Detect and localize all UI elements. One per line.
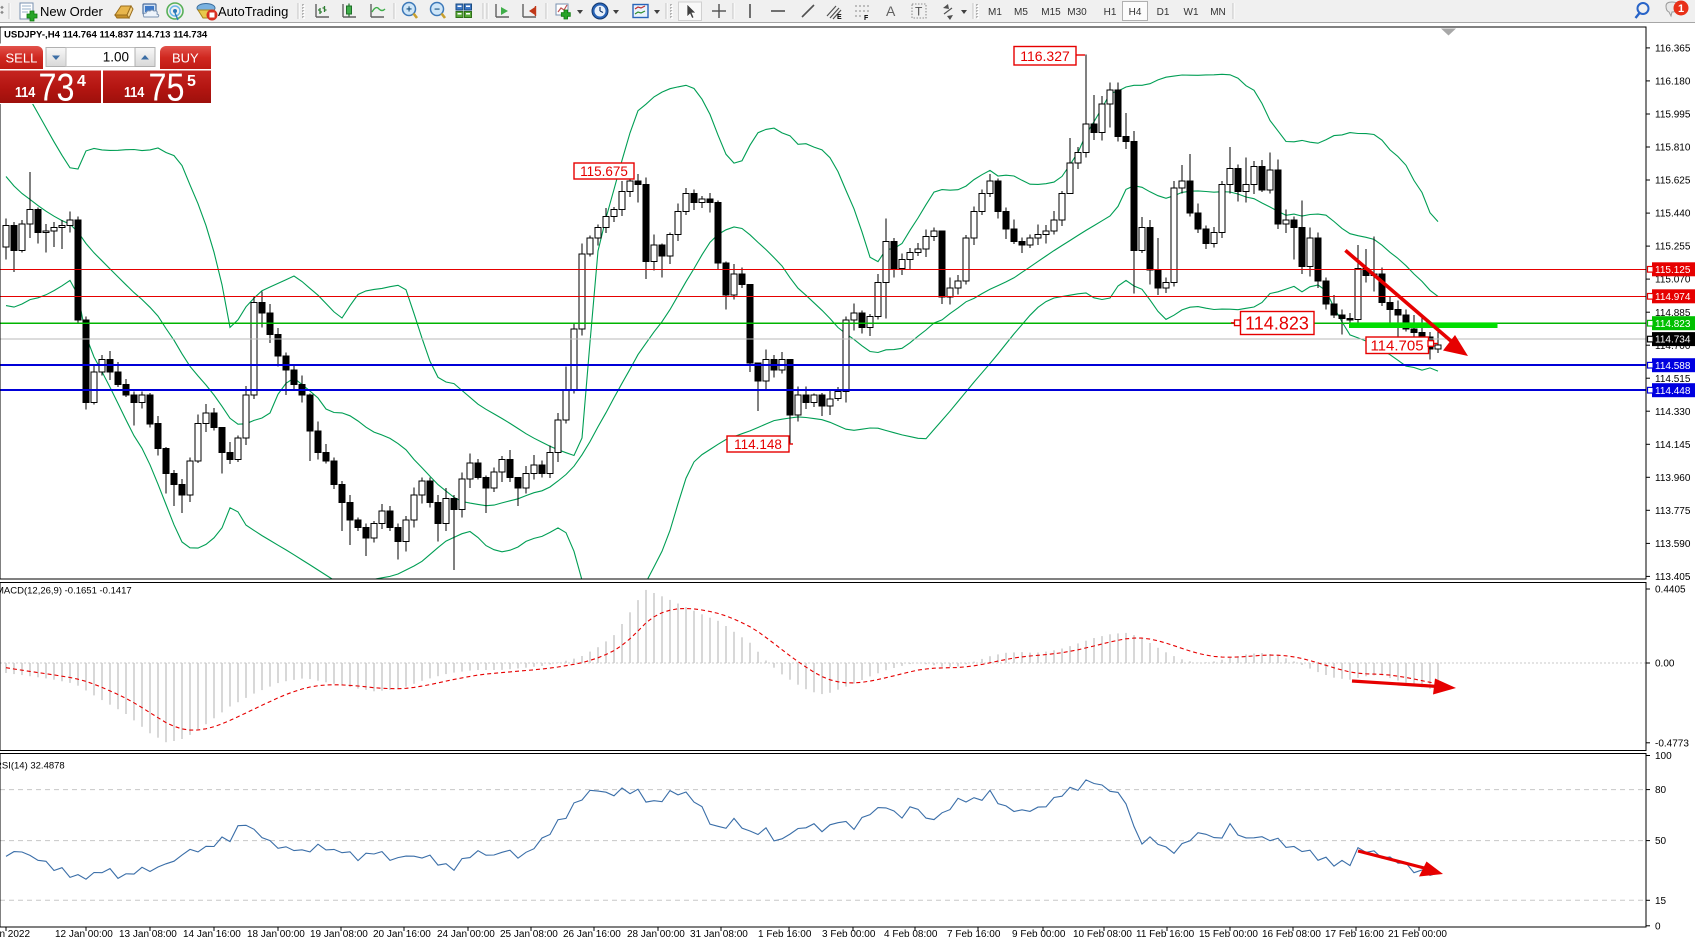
svg-text:114.823: 114.823 — [1245, 314, 1309, 334]
svg-text:-0.4773: -0.4773 — [1655, 738, 1689, 749]
svg-text:M15: M15 — [1041, 7, 1061, 18]
svg-text:+: + — [406, 5, 412, 16]
svg-text:A: A — [886, 3, 896, 19]
svg-text:116.180: 116.180 — [1655, 77, 1691, 88]
svg-text:114.588: 114.588 — [1655, 361, 1691, 372]
svg-text:15 Feb 00:00: 15 Feb 00:00 — [1199, 929, 1258, 940]
svg-text:28 Jan 00:00: 28 Jan 00:00 — [627, 929, 685, 940]
svg-text:M5: M5 — [1014, 7, 1028, 18]
svg-text:13 Jan 08:00: 13 Jan 08:00 — [119, 929, 177, 940]
svg-text:1 Feb 16:00: 1 Feb 16:00 — [758, 929, 812, 940]
svg-text:75: 75 — [149, 66, 185, 109]
svg-text:1: 1 — [1678, 3, 1684, 15]
svg-text:116.327: 116.327 — [1020, 48, 1070, 64]
svg-text:9 Feb 00:00: 9 Feb 00:00 — [1012, 929, 1066, 940]
svg-text:114.148: 114.148 — [734, 437, 782, 452]
svg-text:115.625: 115.625 — [1655, 176, 1691, 187]
svg-text:115.255: 115.255 — [1655, 242, 1691, 253]
svg-text:10 Feb 08:00: 10 Feb 08:00 — [1073, 929, 1132, 940]
svg-text:5: 5 — [187, 73, 196, 90]
svg-text:USDJPY-,H4 114.764 114.837 11: USDJPY-,H4 114.764 114.837 114.713 114.7… — [4, 29, 208, 40]
svg-text:New Order: New Order — [40, 4, 104, 19]
svg-text:14 Jan 16:00: 14 Jan 16:00 — [183, 929, 241, 940]
svg-text:7 Feb 16:00: 7 Feb 16:00 — [947, 929, 1001, 940]
svg-text:80: 80 — [1655, 785, 1667, 796]
svg-text:113.775: 113.775 — [1655, 506, 1691, 517]
svg-text:12 Jan 00:00: 12 Jan 00:00 — [55, 929, 113, 940]
svg-text:114.145: 114.145 — [1655, 440, 1691, 451]
svg-text:0.4405: 0.4405 — [1655, 585, 1686, 596]
svg-text:100: 100 — [1655, 751, 1672, 762]
svg-text:115.070: 115.070 — [1655, 275, 1691, 286]
svg-text:4: 4 — [77, 73, 86, 90]
svg-text:T: T — [915, 5, 923, 19]
svg-text:D1: D1 — [1157, 7, 1170, 18]
svg-text:SELL: SELL — [6, 51, 38, 66]
svg-text:116.365: 116.365 — [1655, 44, 1691, 55]
svg-text:−: − — [434, 5, 440, 16]
svg-text:73: 73 — [39, 66, 75, 109]
svg-text:24 Jan 00:00: 24 Jan 00:00 — [437, 929, 495, 940]
svg-text:BUY: BUY — [172, 51, 199, 66]
svg-text:114.734: 114.734 — [1655, 335, 1691, 346]
svg-text:4 Feb 08:00: 4 Feb 08:00 — [884, 929, 938, 940]
svg-text:AutoTrading: AutoTrading — [218, 4, 288, 19]
svg-text:20 Jan 16:00: 20 Jan 16:00 — [373, 929, 431, 940]
svg-text:15: 15 — [1655, 896, 1667, 907]
svg-text:H1: H1 — [1104, 7, 1117, 18]
svg-text:114.700: 114.700 — [1655, 341, 1691, 352]
svg-text:113.405: 113.405 — [1655, 572, 1691, 583]
svg-text:0.00: 0.00 — [1655, 659, 1675, 670]
svg-text:0: 0 — [1655, 921, 1661, 932]
svg-text:115.995: 115.995 — [1655, 110, 1691, 121]
svg-text:114.823: 114.823 — [1655, 319, 1691, 330]
svg-text:11 Feb 16:00: 11 Feb 16:00 — [1136, 929, 1195, 940]
svg-text:H4: H4 — [1129, 7, 1142, 18]
svg-text:26 Jan 16:00: 26 Jan 16:00 — [563, 929, 621, 940]
svg-text:M1: M1 — [988, 7, 1002, 18]
svg-text:114.515: 114.515 — [1655, 374, 1691, 385]
svg-text:115.675: 115.675 — [580, 164, 628, 179]
svg-text:113.590: 113.590 — [1655, 539, 1691, 550]
svg-text:113.960: 113.960 — [1655, 473, 1691, 484]
svg-text:115.810: 115.810 — [1655, 143, 1691, 154]
svg-text:114.448: 114.448 — [1655, 386, 1691, 397]
svg-text:18 Jan 00:00: 18 Jan 00:00 — [247, 929, 305, 940]
svg-text:17 Feb 16:00: 17 Feb 16:00 — [1325, 929, 1384, 940]
svg-text:MACD(12,26,9) -0.1651 -0.1417: MACD(12,26,9) -0.1651 -0.1417 — [0, 586, 132, 597]
svg-text:RSI(14) 32.4878: RSI(14) 32.4878 — [0, 761, 65, 772]
svg-text:25 Jan 08:00: 25 Jan 08:00 — [500, 929, 558, 940]
svg-text:W1: W1 — [1184, 7, 1199, 18]
svg-text:E: E — [837, 14, 842, 21]
svg-text:12 Jan 2022: 12 Jan 2022 — [0, 929, 30, 940]
svg-text:114: 114 — [15, 83, 36, 100]
svg-text:M30: M30 — [1067, 7, 1087, 18]
svg-text:115.125: 115.125 — [1655, 265, 1691, 276]
svg-text:31 Jan 08:00: 31 Jan 08:00 — [690, 929, 748, 940]
svg-text:3 Feb 00:00: 3 Feb 00:00 — [822, 929, 876, 940]
svg-text:114.705: 114.705 — [1370, 338, 1423, 355]
svg-text:19 Jan 08:00: 19 Jan 08:00 — [310, 929, 368, 940]
svg-text:114.974: 114.974 — [1655, 292, 1691, 303]
svg-text:114.330: 114.330 — [1655, 407, 1691, 418]
svg-text:50: 50 — [1655, 836, 1667, 847]
svg-text:115.440: 115.440 — [1655, 209, 1691, 220]
svg-text:114: 114 — [124, 83, 145, 100]
svg-text:1.00: 1.00 — [103, 50, 129, 65]
svg-text:16 Feb 08:00: 16 Feb 08:00 — [1262, 929, 1321, 940]
svg-text:MN: MN — [1210, 7, 1226, 18]
svg-text:21 Feb 00:00: 21 Feb 00:00 — [1388, 929, 1447, 940]
svg-text:114.885: 114.885 — [1655, 308, 1691, 319]
svg-text:F: F — [864, 15, 869, 22]
